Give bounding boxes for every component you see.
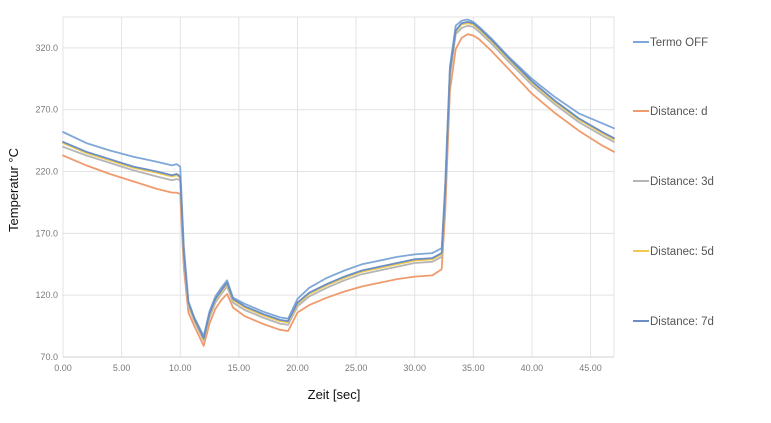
y-tick-label: 170.0 [35, 228, 58, 238]
x-tick-label: 35.00 [462, 363, 485, 373]
x-tick-label: 25.00 [345, 363, 368, 373]
vertical-gridlines [62, 17, 615, 357]
series-line-4 [62, 22, 615, 341]
legend-label: Distance: 3d [650, 176, 714, 188]
x-tick-label: 20.00 [286, 363, 309, 373]
legend-label: Distanec: 5d [650, 246, 714, 258]
y-tick-label: 70.0 [40, 352, 58, 362]
x-tick-label: 0.00 [54, 363, 72, 373]
y-tick-label: 120.0 [35, 290, 58, 300]
y-tick-labels: 70.0 120.0 170.0 220.0 270.0 320.0 [35, 43, 58, 362]
series-line-1 [62, 18, 615, 337]
horizontal-gridlines [63, 16, 614, 358]
legend-label: Termo OFF [650, 37, 708, 49]
y-tick-label: 320.0 [35, 43, 58, 53]
x-axis-title: Zeit [sec] [308, 387, 361, 402]
legend-label: Distance: d [650, 106, 708, 118]
series-lines [62, 18, 615, 347]
x-tick-label: 15.00 [228, 363, 251, 373]
x-tick-label: 45.00 [579, 363, 602, 373]
x-tick-label: 5.00 [113, 363, 131, 373]
x-tick-label: 30.00 [403, 363, 426, 373]
series-line-5 [62, 20, 615, 340]
y-axis-title: Temperatur °C [6, 148, 21, 232]
y-tick-label: 270.0 [35, 105, 58, 115]
legend: Termo OFF Distance: d Distance: 3d Distanec… [633, 37, 714, 328]
x-tick-labels: 0.00 5.00 10.00 15.00 20.00 25.00 30.00 35.00 40… [54, 363, 602, 373]
y-tick-label: 220.0 [35, 167, 58, 177]
x-tick-label: 10.00 [169, 363, 192, 373]
legend-label: Distance: 7d [650, 316, 714, 328]
x-tick-label: 40.00 [521, 363, 544, 373]
